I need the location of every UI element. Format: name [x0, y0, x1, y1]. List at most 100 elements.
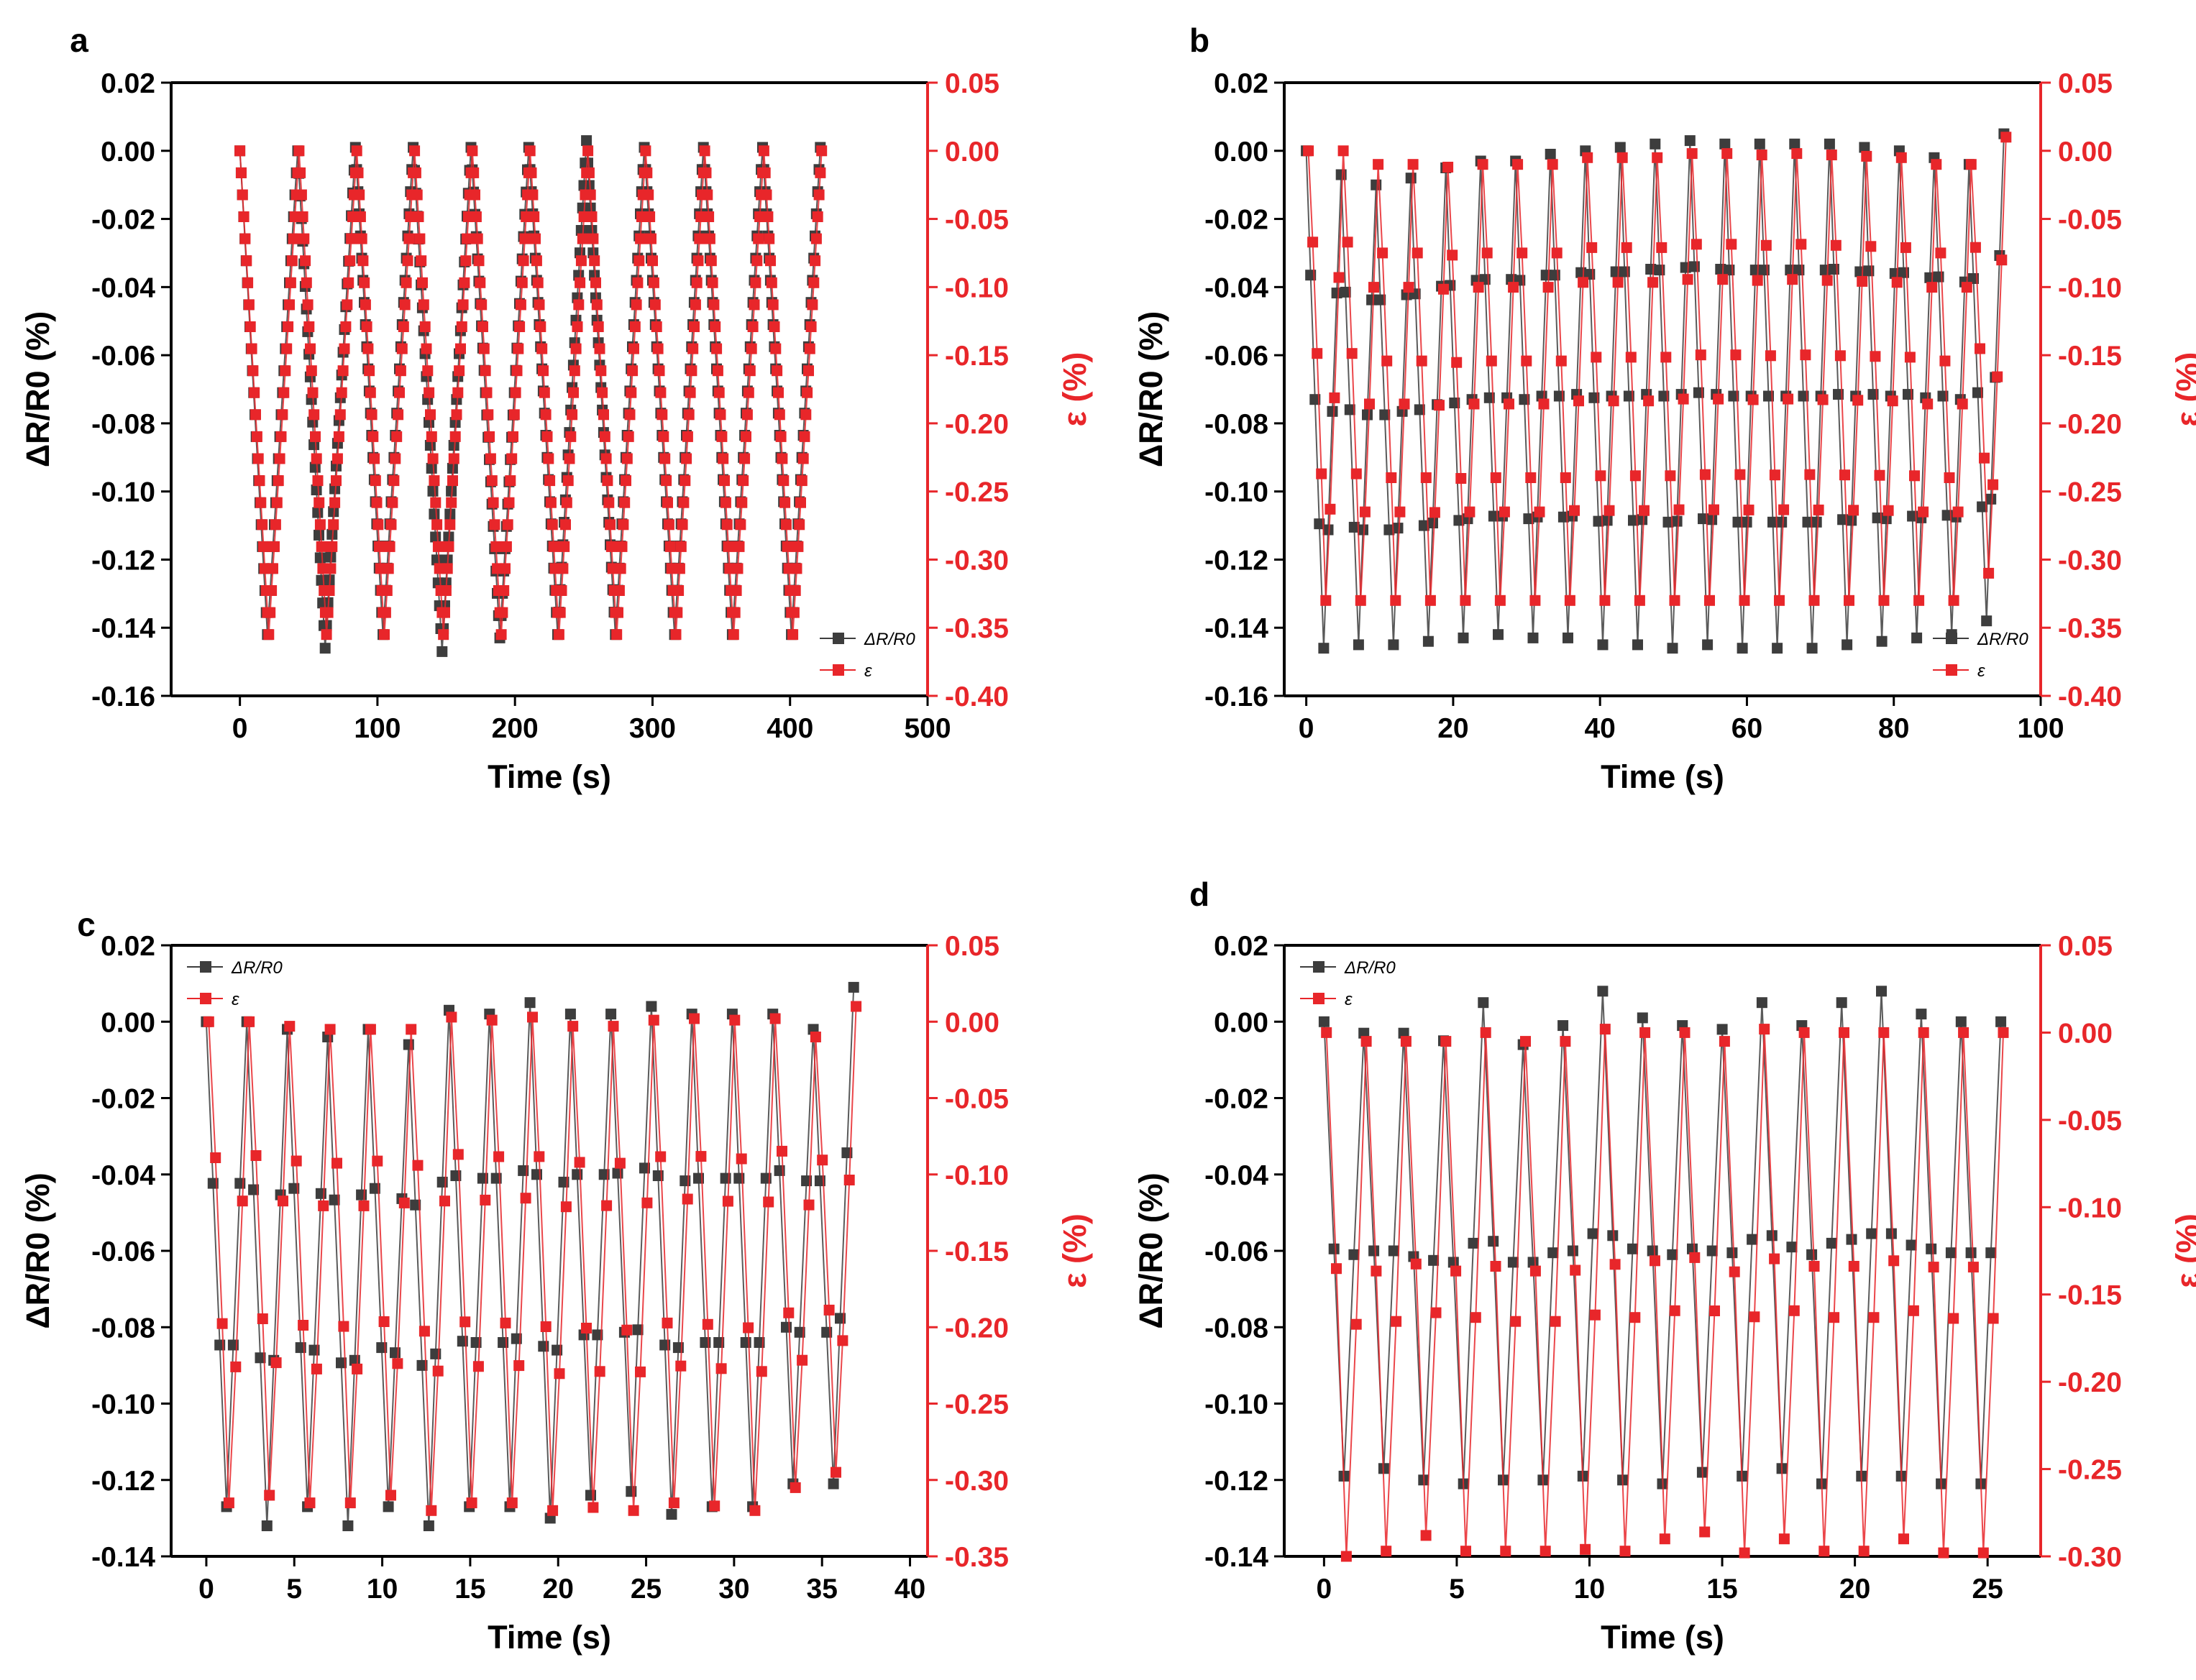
- legend-marker: [1313, 993, 1325, 1004]
- resistance-point: [794, 1326, 805, 1338]
- resistance-point: [646, 1001, 657, 1012]
- strain-point: [556, 585, 567, 596]
- strain-point: [614, 1157, 626, 1169]
- strain-point: [343, 277, 354, 288]
- resistance-point: [1995, 1016, 2007, 1027]
- strain-point: [1783, 393, 1794, 405]
- resistance-point: [248, 1184, 260, 1195]
- panel-c: 0 5 10 15 20 25 30 35 40 0.02 0.00 -0.02 -0.04 -0.06 -…: [19, 906, 1093, 1656]
- strain-point: [763, 1196, 774, 1208]
- strain-point: [403, 233, 415, 244]
- y-left-tick-label: -0.14: [1204, 613, 1268, 644]
- strain-point: [1721, 148, 1733, 160]
- strain-point: [518, 255, 529, 267]
- strain-point: [237, 189, 248, 201]
- resistance-point: [1706, 514, 1718, 525]
- y-left-axis-label: ΔR/R0 (%): [1133, 311, 1169, 467]
- strain-point: [394, 387, 405, 398]
- resistance-point: [1358, 524, 1368, 536]
- strain-point: [1430, 1307, 1442, 1318]
- strain-point: [843, 1175, 855, 1185]
- strain-point: [733, 541, 745, 552]
- strain-point: [1778, 1533, 1790, 1545]
- strain-point: [328, 519, 339, 531]
- resistance-point: [1388, 1245, 1399, 1257]
- strain-point: [1312, 348, 1323, 359]
- resistance-point: [639, 1162, 650, 1174]
- strain-point: [1634, 595, 1645, 606]
- strain-point: [702, 189, 713, 201]
- strain-point: [803, 365, 814, 377]
- strain-point: [611, 629, 623, 641]
- strain-point: [401, 277, 412, 288]
- resistance-point: [446, 485, 457, 497]
- strain-point: [1416, 355, 1427, 367]
- strain-point: [640, 145, 651, 157]
- strain-point: [468, 167, 480, 178]
- strain-point: [1494, 595, 1506, 606]
- strain-point: [582, 145, 594, 157]
- strain-point: [1747, 394, 1759, 405]
- y-right-tick-label: -0.30: [945, 1466, 1009, 1497]
- resistance-point: [315, 1188, 326, 1199]
- strain-point: [490, 541, 502, 552]
- strain-point: [252, 453, 264, 464]
- x-tick-label: 20: [543, 1574, 574, 1605]
- strain-point: [506, 1497, 518, 1509]
- resistance-point: [1547, 1247, 1559, 1259]
- strain-point: [326, 541, 338, 552]
- y-right-tick-label: -0.15: [2058, 1280, 2122, 1311]
- strain-point: [777, 453, 788, 464]
- y-left-tick-label: -0.08: [1204, 409, 1268, 440]
- strain-point: [470, 211, 482, 222]
- y-right-tick-label: 0.00: [2058, 1018, 2113, 1049]
- strain-point: [649, 299, 661, 311]
- strain-point: [508, 431, 518, 442]
- resistance-point: [1806, 1249, 1818, 1260]
- strain-point: [395, 365, 406, 377]
- resistance-point: [1358, 1027, 1370, 1039]
- strain-point: [250, 409, 261, 421]
- strain-point: [1760, 239, 1772, 251]
- strain-point: [715, 1363, 727, 1374]
- strain-point: [1639, 1027, 1651, 1038]
- strain-point: [270, 1357, 282, 1369]
- strain-point: [1928, 1262, 1939, 1273]
- strain-point: [457, 299, 469, 311]
- y-right-tick-label: -0.10: [2058, 1193, 2122, 1224]
- strain-point: [311, 453, 322, 464]
- strain-point: [662, 1317, 673, 1328]
- strain-point: [581, 1323, 592, 1334]
- strain-point: [1350, 1318, 1362, 1330]
- strain-point: [788, 607, 800, 618]
- strain-point: [264, 1489, 275, 1501]
- strain-point: [564, 453, 575, 464]
- strain-point: [797, 453, 809, 464]
- strain-point: [467, 145, 478, 157]
- strain-point: [1303, 145, 1314, 157]
- resistance-point: [329, 483, 341, 495]
- resistance-point: [1375, 294, 1386, 306]
- y-right-tick-label: -0.15: [2058, 341, 2122, 372]
- strain-point: [1410, 1258, 1422, 1270]
- strain-point: [1316, 468, 1327, 479]
- strain-point: [344, 1497, 356, 1509]
- strain-point: [1948, 1313, 1959, 1324]
- strain-point: [807, 299, 818, 311]
- strain-point: [1429, 507, 1440, 518]
- strain-point: [238, 211, 250, 222]
- strain-point: [546, 519, 558, 531]
- x-tick-label: 40: [1584, 713, 1615, 744]
- x-tick-label: 10: [367, 1574, 398, 1605]
- y-left-tick-label: -0.12: [91, 1466, 155, 1497]
- strain-point: [810, 1032, 821, 1042]
- strain-point: [493, 1151, 505, 1162]
- strain-point: [664, 541, 676, 552]
- strain-point: [1848, 1261, 1859, 1272]
- strain-point: [481, 387, 493, 398]
- x-tick-label: 100: [354, 713, 401, 744]
- resistance-point: [447, 462, 458, 474]
- strain-point: [1830, 239, 1842, 251]
- strain-point: [1599, 1024, 1611, 1035]
